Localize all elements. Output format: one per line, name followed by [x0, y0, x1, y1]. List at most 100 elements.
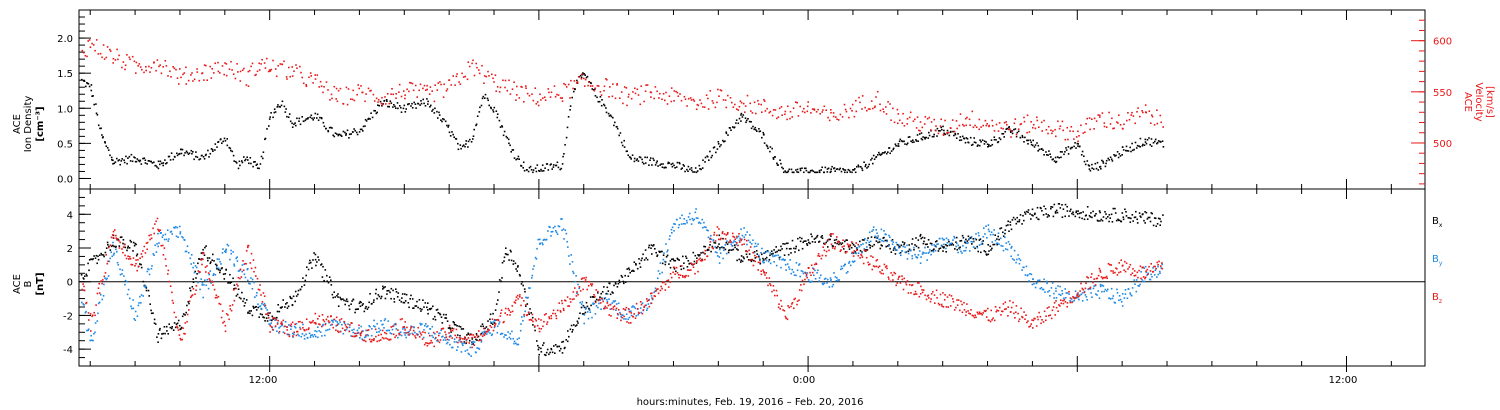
bx-point — [208, 257, 211, 259]
bz-point — [391, 325, 394, 328]
velocity-point — [1089, 128, 1091, 131]
density-point — [690, 167, 693, 169]
bz-point — [625, 306, 628, 309]
by-point — [851, 260, 854, 263]
bx-point — [345, 298, 348, 300]
velocity-point — [890, 119, 892, 121]
by-point — [772, 255, 774, 258]
by-point — [1076, 293, 1078, 296]
density-point — [367, 117, 370, 120]
bx-point — [437, 312, 440, 314]
bz-point — [875, 259, 878, 262]
velocity-point — [673, 90, 676, 92]
density-point — [868, 163, 870, 166]
by-point — [319, 331, 322, 333]
by-point — [492, 321, 494, 324]
bx-point — [567, 330, 569, 332]
density-point — [843, 169, 845, 171]
density-point — [176, 154, 179, 157]
by-point — [1130, 294, 1133, 297]
density-point — [550, 163, 552, 165]
velocity-point — [753, 101, 756, 104]
by-point — [439, 332, 441, 334]
by-point — [518, 337, 520, 339]
bx-point — [297, 293, 299, 296]
bx-point — [685, 255, 687, 258]
bz-point — [785, 317, 788, 319]
velocity-point — [319, 80, 322, 83]
by-point — [682, 222, 685, 225]
bz-point — [772, 285, 775, 287]
bz-point — [481, 335, 484, 337]
bz-point — [245, 250, 248, 252]
bx-point — [594, 300, 597, 303]
density-point — [596, 96, 598, 99]
bz-point — [259, 284, 261, 286]
bx-point — [923, 237, 926, 239]
bx-point — [577, 322, 579, 324]
by-point — [293, 325, 296, 328]
bz-point — [295, 334, 298, 337]
density-point — [530, 169, 533, 171]
density-point — [772, 158, 775, 160]
bx-point — [1024, 213, 1027, 215]
bz-point — [681, 275, 684, 277]
bx-point — [240, 297, 242, 300]
by-point — [133, 318, 135, 320]
bx-point — [664, 261, 667, 263]
by-point — [887, 245, 890, 247]
by-point — [705, 226, 707, 229]
velocity-point — [478, 72, 481, 75]
velocity-point — [784, 110, 787, 113]
density-point — [958, 139, 961, 142]
by-point — [922, 251, 924, 254]
bx-point — [1086, 206, 1089, 208]
density-point — [679, 162, 681, 165]
bx-point — [111, 244, 114, 247]
bz-point — [305, 318, 308, 320]
by-point — [324, 322, 327, 325]
velocity-point — [419, 83, 422, 86]
by-point — [1058, 293, 1060, 296]
bz-point — [791, 301, 794, 304]
density-point — [229, 147, 232, 150]
density-point — [950, 130, 952, 133]
by-point — [592, 303, 594, 305]
bz-point — [338, 319, 341, 321]
by-point — [147, 268, 149, 270]
by-point — [140, 294, 143, 296]
density-point — [112, 159, 114, 162]
density-point — [396, 102, 399, 104]
by-point — [609, 308, 612, 310]
bx-point — [365, 305, 367, 308]
velocity-point — [968, 118, 971, 121]
velocity-point — [466, 78, 469, 81]
density-point — [993, 138, 996, 141]
density-point — [803, 167, 806, 170]
bx-point — [182, 313, 185, 315]
bx-point — [673, 268, 676, 270]
by-point — [143, 285, 145, 287]
bx-point — [521, 281, 524, 283]
density-point — [860, 166, 862, 168]
bx-point — [960, 239, 963, 242]
velocity-point — [323, 86, 325, 88]
bx-point — [638, 258, 640, 260]
velocity-point — [1047, 132, 1049, 135]
bz-point — [564, 299, 567, 302]
bz-point — [801, 279, 804, 282]
bz-point — [411, 326, 413, 328]
density-point — [1077, 145, 1079, 147]
bz-point — [500, 312, 502, 314]
bz-point — [810, 274, 812, 277]
bz-point — [184, 322, 187, 324]
velocity-point — [274, 68, 277, 70]
bx-point — [153, 322, 156, 324]
bx-point — [191, 286, 194, 288]
bz-point — [897, 278, 899, 280]
by-point — [587, 317, 590, 320]
velocity-point — [180, 76, 182, 79]
velocity-point — [513, 81, 515, 83]
bx-point — [1125, 211, 1127, 213]
bz-point — [808, 266, 810, 269]
